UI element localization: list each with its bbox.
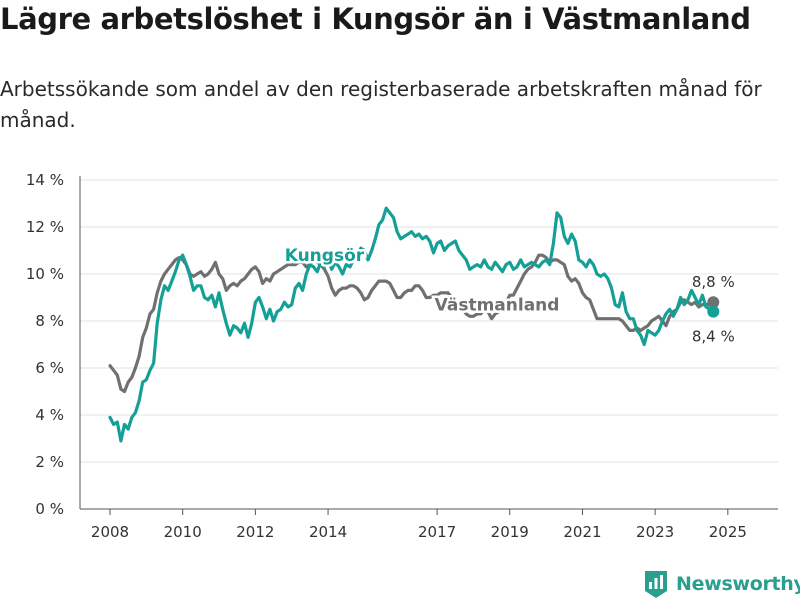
- series-end-label-kungsor: 8,4 %: [692, 328, 735, 346]
- series-line-kungsor: [108, 206, 715, 443]
- x-tick-label: 2021: [563, 523, 601, 540]
- page-subtitle: Arbetssökande som andel av den registerb…: [0, 77, 762, 132]
- y-tick-label: 6 %: [35, 359, 64, 377]
- y-tick-label: 4 %: [35, 406, 64, 424]
- series-lines: [108, 206, 720, 443]
- x-axis-ticks: 2008 2010 2012 2014 2017 2019 2021 2023 2025: [91, 509, 747, 540]
- series-name-label-kungsor: Kungsör: [285, 246, 365, 266]
- series-end-point-kungsor: [707, 305, 720, 318]
- y-axis-ticks: 0 % 2 % 4 % 6 % 8 % 10 % 12 % 14 %: [26, 171, 64, 518]
- newsworthy-logo-icon: [645, 571, 667, 598]
- x-tick-label: 2008: [91, 523, 129, 540]
- x-tick-label: 2010: [164, 523, 202, 540]
- y-tick-label: 14 %: [26, 171, 64, 189]
- brand: Newsworthy: [643, 568, 800, 600]
- y-tick-label: 0 %: [35, 500, 64, 518]
- x-tick-label: 2025: [709, 523, 747, 540]
- line-chart: 0 % 2 % 4 % 6 % 8 % 10 % 12 % 14 % 2008 2010 2012…: [26, 171, 778, 540]
- series-line-vastmanland: [108, 253, 715, 394]
- series-end-point-vastmanland: [707, 296, 720, 309]
- gridlines: [79, 176, 778, 510]
- x-tick-label: 2014: [309, 523, 347, 540]
- series-end-label-vastmanland: 8,8 %: [692, 273, 735, 291]
- x-tick-label: 2012: [236, 523, 274, 540]
- x-tick-label: 2017: [418, 523, 456, 540]
- y-tick-label: 8 %: [35, 312, 64, 330]
- brand-name: Newsworthy: [676, 573, 800, 595]
- y-tick-label: 10 %: [26, 265, 64, 283]
- series-labels: Kungsör Västmanland 8,8 % 8,4 %: [282, 244, 737, 348]
- page-title: Lägre arbetslöshet i Kungsör än i Västma…: [0, 2, 751, 36]
- x-tick-label: 2019: [491, 523, 529, 540]
- y-tick-label: 2 %: [35, 453, 64, 471]
- series-name-label-vastmanland: Västmanland: [435, 295, 560, 315]
- y-tick-label: 12 %: [26, 218, 64, 236]
- x-tick-label: 2023: [636, 523, 674, 540]
